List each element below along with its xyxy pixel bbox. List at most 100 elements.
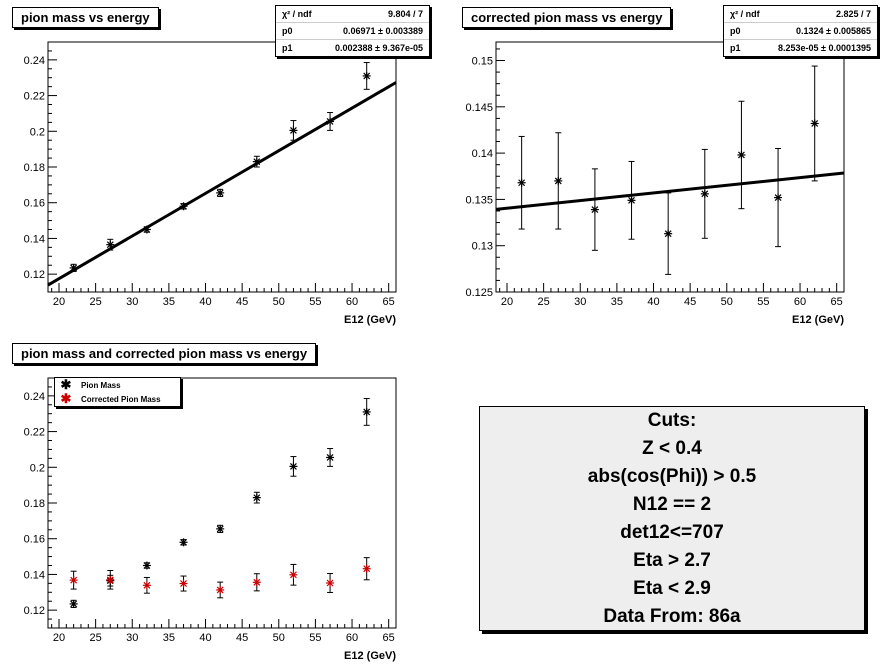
chart-title: corrected pion mass vs energy [462,7,672,28]
plot-frame [47,377,397,629]
y-tick-label: 0.24 [24,391,45,403]
x-tick-label: 40 [199,296,211,308]
y-tick-label: 0.2 [30,462,45,474]
y-tick-label: 0.16 [24,534,45,546]
x-tick-label: 50 [273,296,285,308]
x-tick-label: 65 [383,632,395,644]
y-tick-label: 0.14 [24,233,45,245]
data-point [142,561,151,570]
data-point [737,150,746,159]
data-point [289,570,298,579]
legend: ✱ Pion Mass ✱ Corrected Pion Mass [54,377,181,407]
data-point [252,493,261,502]
stats-label: p0 [282,26,293,36]
data-point [517,178,526,187]
x-tick-label: 30 [574,296,586,308]
data-point [216,585,225,594]
x-tick-label: 55 [757,296,769,308]
x-tick-label: 45 [236,632,248,644]
x-tick-label: 60 [794,296,806,308]
x-tick-label: 50 [273,632,285,644]
y-tick-label: 0.125 [465,287,493,299]
y-tick-label: 0.135 [465,194,493,206]
fit-stats-box: χ² / ndf 2.825 / 7 p0 0.1324 ± 0.005865 … [723,5,878,57]
x-tick-label: 45 [236,296,248,308]
data-point [289,462,298,471]
x-tick-label: 55 [309,632,321,644]
cut-line: abs(cos(Phi)) > 0.5 [587,465,757,487]
cut-line: det12<=707 [620,521,724,543]
stats-value: 0.1324 ± 0.005865 [795,26,871,36]
data-point [362,71,371,80]
data-point [252,157,261,166]
cuts-panel: Cuts: Z < 0.4 abs(cos(Phi)) > 0.5 N12 ==… [479,406,865,631]
data-point [289,126,298,135]
stats-row-chi2: χ² / ndf 2.825 / 7 [724,6,877,23]
data-point [142,225,151,234]
x-tick-label: 35 [163,296,175,308]
data-point [664,229,673,238]
x-tick-label: 60 [346,296,358,308]
data-point [216,524,225,533]
stats-value: 2.825 / 7 [835,9,871,19]
x-tick-label: 25 [537,296,549,308]
x-tick-label: 60 [346,632,358,644]
x-axis-label: E12 (GeV) [344,314,396,326]
asterisk-marker-icon: ✱ [60,377,72,392]
y-tick-label: 0.13 [472,241,493,253]
data-point [252,578,261,587]
stats-row-p0: p0 0.1324 ± 0.005865 [724,23,877,40]
x-tick-label: 30 [126,296,138,308]
stats-row-p0: p0 0.06971 ± 0.003389 [276,23,429,40]
x-tick-label: 25 [89,632,101,644]
cut-line: Eta < 2.9 [633,577,711,599]
data-point [810,119,819,128]
x-axis-label: E12 (GeV) [792,314,844,326]
corrected-pion-mass-vs-energy-chart: 20 25 30 35 40 45 50 55 60 65 0.125 0.13 0.135 0.14 0.… [465,41,845,326]
y-tick-label: 0.145 [465,102,493,114]
x-tick-label: 45 [684,296,696,308]
legend-label: Corrected Pion Mass [81,394,161,404]
legend-entry: ✱ Corrected Pion Mass [55,392,180,406]
y-tick-label: 0.14 [472,148,493,160]
data-point [179,538,188,547]
stats-value: 0.002388 ± 9.367e-05 [334,43,423,53]
x-axis-label: E12 (GeV) [344,650,396,662]
x-tick-label: 20 [53,632,65,644]
x-tick-label: 50 [721,296,733,308]
chart-title: pion mass vs energy [12,7,159,28]
data-point [590,205,599,214]
stats-label: χ² / ndf [730,9,760,19]
x-tick-label: 20 [501,296,513,308]
stats-value: 0.06971 ± 0.003389 [342,26,423,36]
chart-title: pion mass and corrected pion mass vs ene… [12,343,317,364]
cut-line: N12 == 2 [632,493,712,515]
stats-row-chi2: χ² / ndf 9.804 / 7 [276,6,429,23]
y-tick-label: 0.22 [24,427,45,439]
data-point [69,599,78,608]
x-tick-label: 35 [611,296,623,308]
y-tick-label: 0.14 [24,569,45,581]
y-tick-label: 0.12 [24,269,45,281]
y-tick-label: 0.22 [24,91,45,103]
stats-label: χ² / ndf [282,9,312,19]
data-point [362,564,371,573]
data-point [700,189,709,198]
data-point [627,196,636,205]
stats-value: 8.253e-05 ± 0.0001395 [777,43,871,53]
x-tick-label: 40 [647,296,659,308]
x-tick-label: 35 [163,632,175,644]
data-point [554,176,563,185]
stats-label: p0 [730,26,741,36]
data-point [69,263,78,272]
asterisk-marker-icon: ✱ [60,391,72,406]
pion-mass-vs-energy-chart: 20 25 30 35 40 45 50 55 60 65 0.12 0.14 0.16 0.18 0.2 0… [24,41,397,326]
stats-label: p1 [282,43,293,53]
x-tick-label: 30 [126,632,138,644]
x-tick-label: 55 [309,296,321,308]
pion-mass-and-corrected-chart: 20 25 30 35 40 45 50 55 60 65 0.12 0.14 0.16 0.18 0.2 0… [24,377,397,662]
y-tick-label: 0.24 [24,55,45,67]
y-tick-label: 0.15 [472,56,493,68]
y-tick-label: 0.16 [24,198,45,210]
x-tick-label: 40 [199,632,211,644]
